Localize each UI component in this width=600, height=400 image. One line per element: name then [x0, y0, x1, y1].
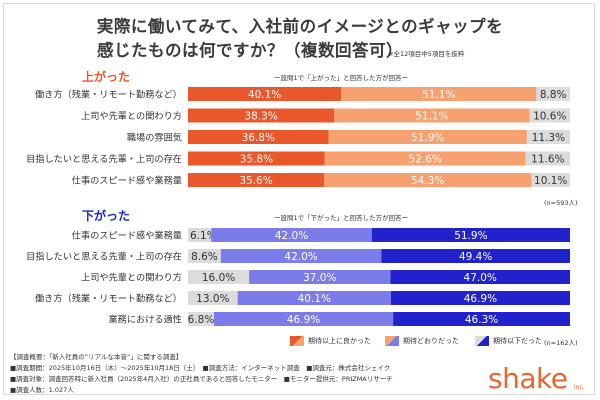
up-value-label: 10.6% — [533, 111, 566, 123]
legend-item-as-expected: 期待どおりだった — [385, 336, 459, 346]
frame-border — [3, 3, 595, 395]
up-value-label: 10.1% — [534, 175, 567, 187]
down-category-label: 目指したいと思える先輩・上司の存在 — [26, 251, 182, 263]
down-bar-segment — [188, 228, 212, 242]
legend-swatch-above — [290, 336, 304, 346]
down-bar-segment — [381, 249, 570, 263]
down-bar-segment — [213, 312, 394, 326]
legend-swatch-as-expected — [385, 336, 399, 346]
down-bar-segment — [237, 291, 391, 305]
down-value-label: 8.6% — [191, 251, 218, 263]
shake-logo: shake — [488, 362, 568, 395]
footer-line-3: ■調査対象：調査回答時に新入社員（2025年4月入社）の正社員であると回答したモ… — [10, 375, 393, 383]
down-bar-segment — [249, 270, 391, 284]
up-value-label: 8.8% — [540, 89, 567, 101]
up-bar-segment — [188, 151, 325, 166]
legend-label-below: 期待以下だった — [493, 337, 542, 345]
down-category-label: 上司や先輩との関わり方 — [81, 272, 182, 284]
up-bar-segment — [324, 151, 526, 166]
up-category-label: 働き方（残業・リモート勤務など） — [35, 89, 182, 101]
legend-item-above: 期待以上に良かった — [290, 336, 371, 346]
up-value-label: 35.6% — [239, 175, 272, 187]
footer-line-2: ■調査期間：2025年10月16日（木）〜2025年10月18日（土） ■調査方… — [10, 364, 391, 372]
chart-title-line2: 感じたものは何ですか？（複数回答可） — [97, 41, 403, 60]
down-value-label: 42.0% — [284, 251, 317, 263]
up-category-label: 職場の雰囲気 — [127, 132, 182, 144]
section-down-label: 下がった — [82, 209, 131, 223]
up-value-label: 51.1% — [415, 111, 448, 123]
legend-swatch-below — [475, 336, 489, 346]
up-value-label: 51.9% — [411, 132, 444, 144]
down-value-label: 6.8% — [188, 314, 215, 326]
down-bar-segment — [188, 312, 214, 326]
up-category-label: 上司や先輩との関わり方 — [81, 110, 182, 122]
down-value-label: 46.9% — [464, 293, 497, 305]
down-bar-segment — [390, 270, 570, 284]
up-value-label: 35.8% — [240, 154, 273, 166]
down-value-label: 40.1% — [298, 293, 331, 305]
section-up-label: 上がった — [82, 70, 131, 84]
down-value-label: 51.9% — [454, 230, 487, 242]
legend-item-below: 期待以下だった — [475, 336, 542, 346]
up-value-label: 40.1% — [248, 89, 281, 101]
down-bar-segment — [220, 249, 382, 263]
up-category-label: 目指したいと思える先輩・上司の存在 — [26, 153, 182, 165]
up-value-label: 38.3% — [244, 111, 277, 123]
chart-title-line1: 実際に働いてみて、入社前のイメージとのギャップを — [96, 17, 504, 36]
up-bar-segment — [188, 173, 324, 187]
up-bar-segment — [334, 108, 530, 123]
legend-label-above: 期待以上に良かった — [308, 337, 371, 345]
up-category-label: 仕事のスピード感や業務量 — [72, 175, 182, 187]
title-note: ※全12項目中5項目を抜粋 — [388, 50, 465, 58]
down-bar-segment — [211, 228, 372, 242]
up-bar-segment — [529, 108, 570, 123]
up-bar-segment — [323, 173, 532, 187]
shake-logo-suffix: inc. — [574, 384, 585, 391]
up-bar-segment — [525, 151, 570, 166]
up-value-label: 36.8% — [242, 132, 275, 144]
down-value-label: 37.0% — [303, 272, 336, 284]
legend-label-as-expected: 期待どおりだった — [403, 337, 459, 345]
up-value-label: 54.3% — [411, 175, 444, 187]
down-value-label: 49.4% — [459, 251, 492, 263]
up-value-label: 52.6% — [409, 154, 442, 166]
down-bar-segment — [390, 291, 570, 305]
section-down-subtitle: ー設問1で「下がった」と回答した方が回答ー — [274, 214, 409, 222]
footer-line-4: ■調査人数：1,027人 — [10, 386, 74, 394]
down-bar-segment — [393, 312, 570, 326]
up-value-label: 11.3% — [532, 132, 565, 144]
up-value-label: 51.1% — [422, 89, 455, 101]
down-value-label: 47.0% — [464, 272, 497, 284]
down-value-label: 46.9% — [287, 314, 320, 326]
up-bar-segment — [188, 108, 335, 123]
up-bar-segment — [188, 130, 329, 144]
down-value-label: 6.1% — [190, 230, 217, 242]
down-value-label: 42.0% — [275, 230, 308, 242]
legend: 期待以上に良かった 期待どおりだった 期待以下だった — [290, 336, 580, 350]
down-category-label: 仕事のスピード感や業務量 — [72, 230, 182, 242]
down-value-label: 16.0% — [202, 272, 235, 284]
up-bar-segment — [328, 130, 527, 144]
down-value-label: 46.3% — [465, 314, 498, 326]
up-bar-segment — [536, 87, 570, 101]
up-value-label: 11.6% — [531, 154, 564, 166]
up-bar-segment — [341, 87, 537, 101]
down-category-label: 業務における適性 — [109, 314, 183, 326]
section-up-n: (n=593人) — [544, 199, 578, 207]
down-value-label: 13.0% — [196, 293, 229, 305]
up-bar-segment — [526, 130, 570, 144]
down-category-label: 働き方（残業・リモート勤務など） — [35, 293, 182, 305]
up-bar-segment — [531, 173, 570, 187]
down-bar-segment — [188, 249, 221, 263]
down-bar-segment — [371, 228, 570, 242]
up-bar-segment — [188, 87, 342, 101]
down-bar-segment — [188, 291, 238, 305]
down-bar-segment — [188, 270, 250, 284]
section-down-n: (n=162人) — [544, 339, 578, 347]
section-up-subtitle: ー設問1で「上がった」と回答した方が回答ー — [274, 74, 409, 82]
footer-line-1: 【調査概要：「新入社員の“リアルな本音”」に関する調査】 — [10, 353, 183, 361]
